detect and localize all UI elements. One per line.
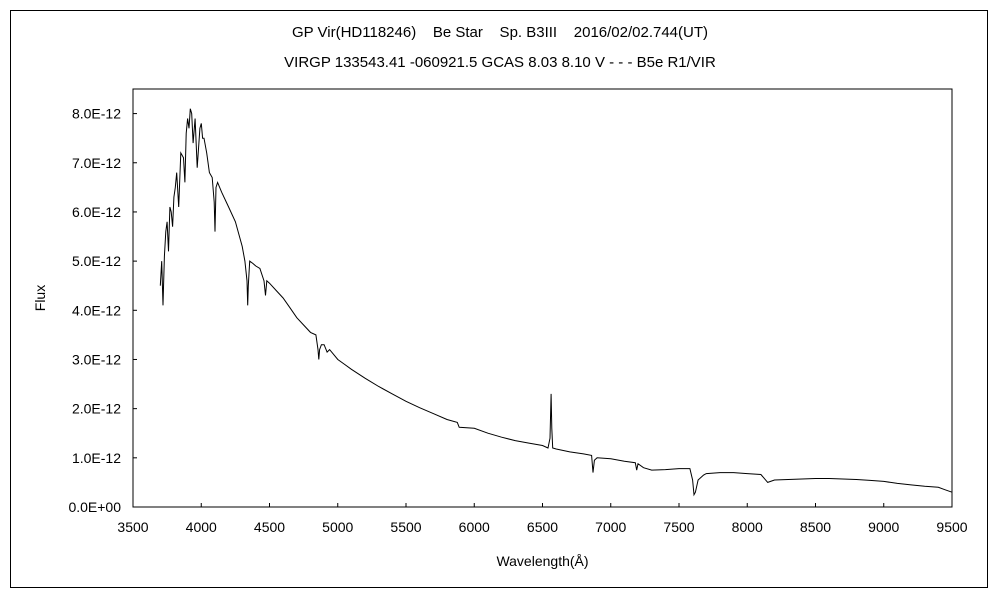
y-tick-label: 6.0E-12	[72, 204, 121, 220]
x-tick-label: 9500	[936, 519, 967, 535]
plot-area	[132, 88, 953, 508]
y-tick-label: 5.0E-12	[72, 253, 121, 269]
x-tick-label: 4000	[186, 519, 217, 535]
x-tick-label: 8500	[800, 519, 831, 535]
x-tick-label: 7500	[663, 519, 694, 535]
x-tick-label: 5000	[322, 519, 353, 535]
spectrum-line	[159, 108, 953, 497]
x-axis: 3500 4000 4500 5000 5500 6000 6500 7000 7500 8000…	[117, 503, 968, 535]
x-tick-label: 8000	[732, 519, 763, 535]
y-tick-label: 1.0E-12	[72, 450, 121, 466]
x-tick-label: 6500	[527, 519, 558, 535]
y-axis: 0.0E+00 1.0E-12 2.0E-12 3.0E-12 4.0E-12 5.0E-…	[68, 106, 137, 515]
y-tick-label: 3.0E-12	[72, 351, 121, 367]
x-axis-label: Wavelength(Å)	[496, 553, 588, 569]
x-tick-label: 3500	[117, 519, 148, 535]
chart-title: GP Vir(HD118246) Be Star Sp. B3III 2016/…	[291, 24, 709, 41]
y-tick-label: 7.0E-12	[72, 155, 121, 171]
y-tick-label: 0.0E+00	[68, 499, 121, 515]
x-tick-label: 7000	[595, 519, 626, 535]
x-tick-label: 9000	[868, 519, 899, 535]
y-tick-label: 2.0E-12	[72, 401, 121, 417]
y-axis-label: Flux	[32, 285, 48, 311]
x-tick-label: 5500	[390, 519, 421, 535]
y-tick-label: 8.0E-12	[72, 106, 121, 122]
chart-frame	[10, 10, 988, 588]
x-tick-label: 4500	[254, 519, 285, 535]
chart-subtitle: VIRGP 133543.41 -060921.5 GCAS 8.03 8.10…	[284, 54, 716, 71]
x-tick-label: 6000	[459, 519, 490, 535]
y-tick-label: 4.0E-12	[72, 302, 121, 318]
